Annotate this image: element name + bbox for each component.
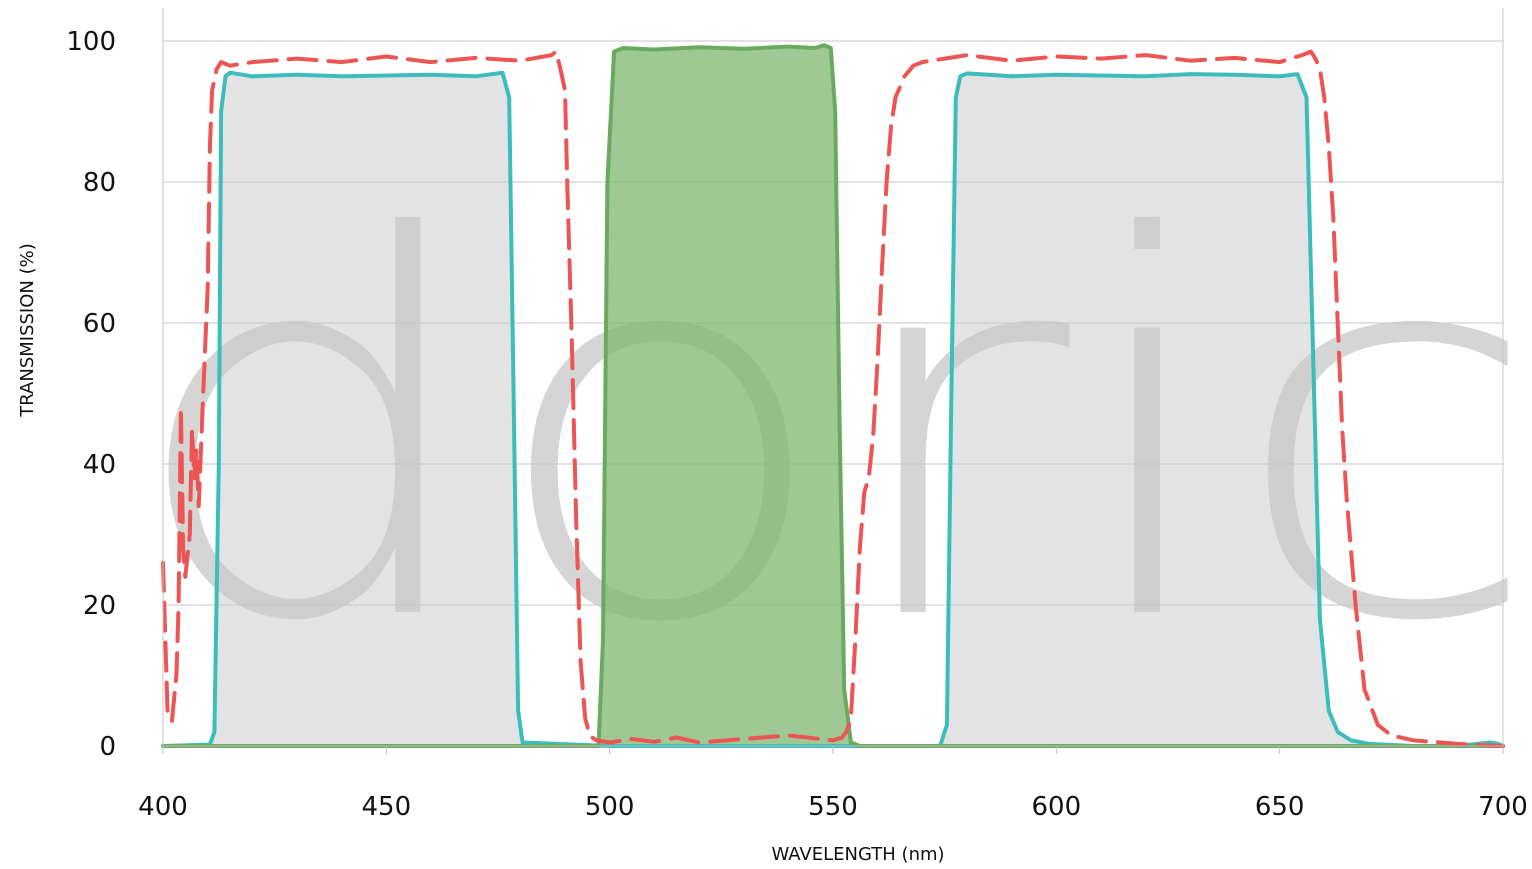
series-1-fill: [163, 45, 1503, 746]
y-tick-label-60: 60: [83, 309, 116, 339]
y-tick-label-80: 80: [83, 168, 116, 198]
x-tick-label-650: 650: [1255, 792, 1305, 822]
y-tick-label-100: 100: [66, 27, 116, 57]
series-0-fill: [163, 72, 1503, 746]
x-tick-labels: 400 450 500 550 600 650 700: [138, 792, 1528, 822]
x-tick-label-550: 550: [808, 792, 858, 822]
x-axis-title: WAVELENGTH (nm): [771, 844, 944, 865]
x-tick-label-700: 700: [1478, 792, 1528, 822]
x-tick-label-600: 600: [1032, 792, 1082, 822]
series-lines: [161, 43, 1505, 748]
y-tick-label-40: 40: [83, 450, 116, 480]
series-2-line: [161, 49, 1505, 748]
y-axis-title: TRANSMISSION (%): [17, 243, 38, 417]
x-tick-label-500: 500: [585, 792, 635, 822]
y-tick-label-0: 0: [99, 732, 116, 762]
x-tick-label-450: 450: [362, 792, 412, 822]
axes: [162, 8, 1504, 754]
y-tick-label-20: 20: [83, 591, 116, 621]
series-1-line: [161, 43, 1505, 748]
y-tick-labels: 0 20 40 60 80 100: [66, 27, 116, 762]
series-fills: [163, 45, 1503, 746]
series-0-line: [161, 70, 1505, 748]
x-tick-label-400: 400: [138, 792, 188, 822]
